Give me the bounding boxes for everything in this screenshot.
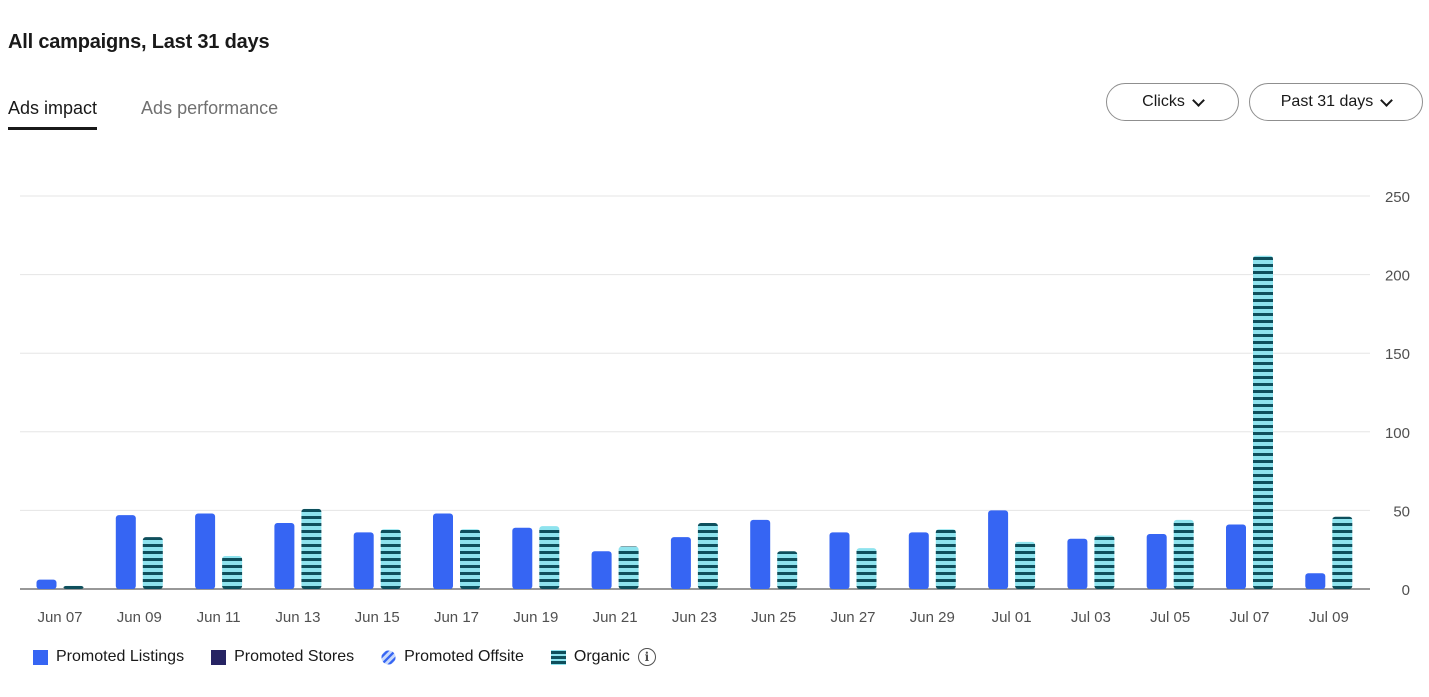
x-tick-label: Jun 29 bbox=[910, 609, 955, 626]
organic-swatch-icon bbox=[550, 649, 566, 665]
organic-bar bbox=[301, 508, 322, 589]
clicks-bar-chart: 0 50 100 150 200 250 Jun 07 Jun 09 Jun 11 Jun 13 J… bbox=[20, 189, 1410, 626]
chart-tabs: Ads impact Ads performance bbox=[8, 98, 278, 130]
legend-item-promoted-listings[interactable]: Promoted Listings bbox=[33, 648, 184, 666]
organic-bar bbox=[539, 526, 560, 589]
x-tick-label: Jun 13 bbox=[275, 609, 320, 626]
x-tick-label: Jul 09 bbox=[1309, 609, 1349, 626]
x-tick-label: Jun 15 bbox=[355, 609, 400, 626]
promoted-listings-swatch-icon bbox=[33, 649, 48, 665]
promoted-listings-bar bbox=[1226, 524, 1246, 589]
y-tick-label: 150 bbox=[1385, 346, 1410, 363]
organic-bar bbox=[63, 585, 84, 589]
legend-item-promoted-stores[interactable]: Promoted Stores bbox=[211, 648, 354, 666]
tab-ads-performance[interactable]: Ads performance bbox=[141, 98, 279, 118]
organic-bar bbox=[697, 522, 718, 589]
promoted-listings-bar bbox=[274, 522, 295, 589]
promoted-listings-bar bbox=[353, 532, 374, 589]
promoted-listings-bar bbox=[908, 532, 929, 589]
promoted-listings-bar bbox=[195, 513, 216, 589]
promoted-listings-bar bbox=[1305, 573, 1326, 589]
metric-dropdown-label: Clicks bbox=[1142, 93, 1185, 110]
organic-bar bbox=[142, 537, 163, 589]
promoted-listings-bar bbox=[591, 551, 612, 589]
organic-bar bbox=[1332, 516, 1353, 589]
promoted-listings-bar bbox=[512, 527, 533, 589]
y-tick-label: 200 bbox=[1385, 268, 1410, 285]
promoted-listings-bar bbox=[115, 515, 136, 589]
promoted-listings-bar bbox=[1067, 538, 1088, 589]
legend-label: Promoted Stores bbox=[234, 648, 355, 665]
organic-bar bbox=[618, 546, 639, 589]
chevron-down-icon bbox=[1380, 93, 1394, 107]
promoted-listings-bar bbox=[750, 519, 771, 589]
legend-label: Promoted Offsite bbox=[404, 648, 524, 665]
page-title: All campaigns, Last 31 days bbox=[8, 31, 270, 53]
chart-legend: Promoted Listings Promoted Stores Promot… bbox=[33, 648, 656, 666]
organic-bar bbox=[460, 529, 480, 589]
promoted-listings-bar bbox=[988, 510, 1009, 589]
organic-bar bbox=[380, 529, 401, 589]
x-tick-label: Jun 27 bbox=[830, 609, 875, 626]
organic-bar bbox=[935, 529, 956, 589]
x-tick-label: Jul 07 bbox=[1229, 609, 1269, 626]
y-tick-label: 250 bbox=[1385, 189, 1410, 206]
organic-bar bbox=[1094, 535, 1115, 589]
organic-bar bbox=[1015, 541, 1036, 589]
info-icon[interactable]: i bbox=[637, 648, 656, 666]
chart-controls: Clicks Past 31 days bbox=[1106, 83, 1423, 121]
promoted-stores-swatch-icon bbox=[211, 649, 227, 665]
x-tick-label: Jun 19 bbox=[513, 609, 558, 626]
legend-label: Promoted Listings bbox=[56, 648, 185, 665]
x-tick-label: Jun 25 bbox=[751, 609, 796, 626]
promoted-listings-bar bbox=[1146, 533, 1167, 589]
organic-bar bbox=[856, 548, 877, 589]
x-tick-label: Jun 21 bbox=[593, 609, 638, 626]
tab-ads-impact[interactable]: Ads impact bbox=[8, 98, 98, 130]
promoted-listings-bar bbox=[433, 513, 453, 589]
date-range-dropdown-label: Past 31 days bbox=[1280, 93, 1374, 110]
y-tick-label: 0 bbox=[1402, 582, 1410, 599]
x-tick-label: Jun 11 bbox=[197, 609, 241, 626]
promoted-offsite-swatch-icon bbox=[381, 649, 396, 665]
x-tick-label: Jun 23 bbox=[672, 609, 717, 626]
x-tick-label: Jul 03 bbox=[1071, 609, 1111, 626]
chevron-down-icon bbox=[1191, 93, 1205, 107]
promoted-listings-bar bbox=[36, 579, 57, 589]
x-tick-label: Jul 01 bbox=[992, 609, 1032, 626]
y-tick-label: 100 bbox=[1385, 425, 1410, 442]
promoted-listings-bar bbox=[829, 532, 850, 589]
organic-bar bbox=[777, 551, 798, 589]
organic-bar bbox=[222, 555, 243, 589]
x-tick-label: Jun 17 bbox=[434, 609, 479, 626]
metric-dropdown[interactable]: Clicks bbox=[1106, 83, 1239, 121]
legend-item-organic[interactable]: Organic i bbox=[550, 648, 656, 666]
organic-bar bbox=[1253, 255, 1273, 589]
date-range-dropdown[interactable]: Past 31 days bbox=[1249, 83, 1423, 121]
organic-bar bbox=[1173, 519, 1194, 589]
promoted-listings-bar bbox=[670, 537, 691, 589]
legend-item-promoted-offsite[interactable]: Promoted Offsite bbox=[381, 648, 524, 666]
legend-label: Organic bbox=[573, 648, 630, 665]
x-tick-label: Jun 07 bbox=[37, 609, 82, 626]
y-tick-label: 50 bbox=[1393, 503, 1410, 520]
x-tick-label: Jun 09 bbox=[117, 609, 162, 626]
x-tick-label: Jul 05 bbox=[1150, 609, 1190, 626]
